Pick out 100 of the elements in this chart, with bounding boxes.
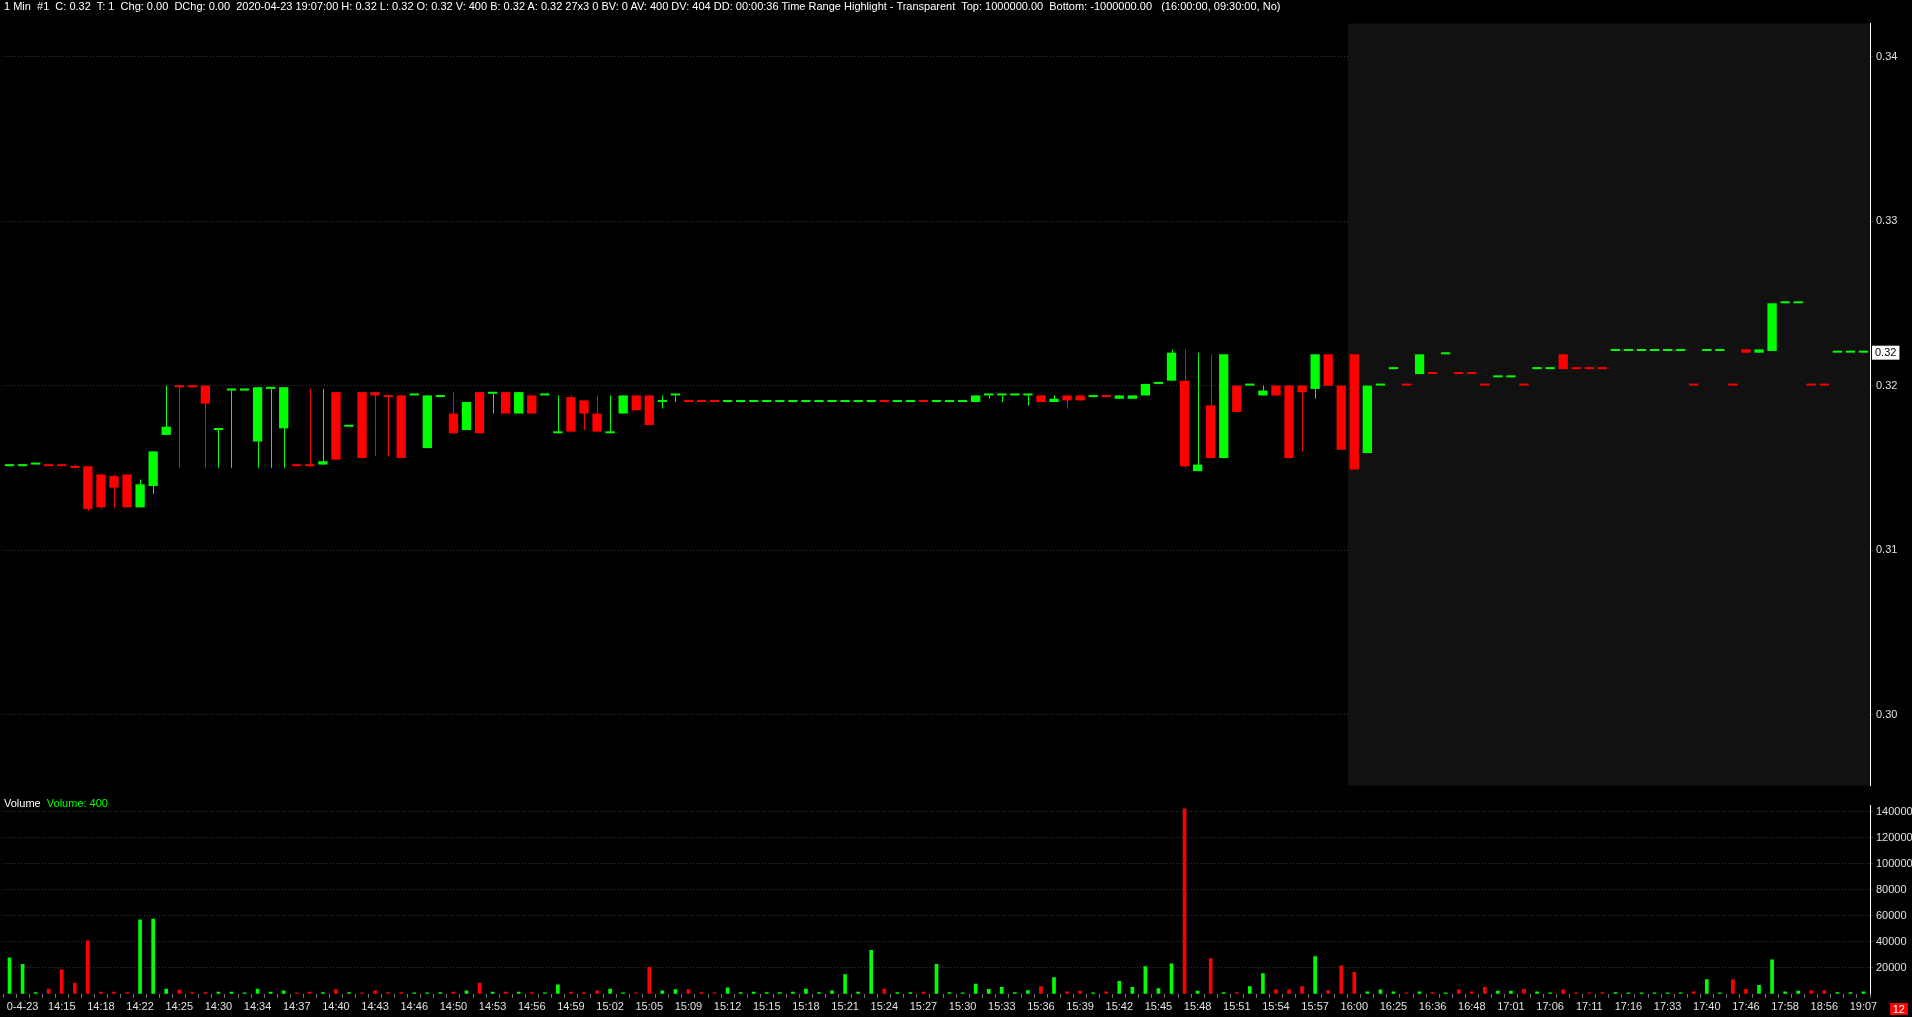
x-tick-label: 14:59	[557, 1000, 585, 1013]
bar	[1822, 990, 1827, 994]
x-tick-label: 14:40	[322, 1000, 350, 1013]
x-tick-label: 15:30	[948, 1000, 977, 1013]
y-tick-label: 80000	[1876, 882, 1907, 895]
bar	[373, 990, 377, 994]
candlestick	[370, 391, 380, 457]
bar	[1313, 956, 1317, 994]
x-tick-label: 15:33	[988, 1000, 1016, 1013]
candlestick	[135, 478, 145, 508]
bar	[1352, 971, 1357, 994]
candlestick	[527, 394, 537, 415]
candlestick	[592, 394, 602, 433]
x-tick-label: 17:58	[1771, 1000, 1799, 1013]
bar	[830, 990, 834, 994]
bar	[1052, 977, 1056, 994]
candlestick	[266, 386, 276, 469]
x-tick-label: 14:53	[478, 1000, 507, 1013]
bar	[1208, 958, 1213, 994]
bar	[869, 950, 874, 994]
y-tick-label: 0.34	[1876, 49, 1898, 62]
x-tick-label: 17:11	[1575, 1000, 1603, 1013]
candlestick	[1023, 393, 1033, 406]
candlestick	[984, 393, 994, 400]
candlestick	[226, 388, 237, 469]
candlestick	[579, 399, 589, 431]
x-tick-label: 19:07	[1849, 1000, 1878, 1013]
candlestick	[200, 385, 211, 469]
x-tick-label: 15:51	[1223, 1000, 1251, 1013]
chart-title: 1 Min #1 C: 0.32 T: 1 Chg: 0.00 DChg: 0.00 2020-04-23 19:07:00 H: 0.32 L: 0.32 O: 0.32 V: 400 B: 0.32 A: 0.32 27x3 0 BV: 0 AV: 400 DV: 404 DD: 00:00:36 Time Range Highlight - Transparent Top: 1000000.00 Bottom: -1000000.00 (16:00:00, 09:30:00, No)	[4, 0, 1281, 12]
candlestick	[213, 427, 224, 469]
candlestick	[161, 385, 171, 436]
x-tick-label: 14:37	[282, 1000, 311, 1013]
candlestick	[109, 473, 119, 508]
bar	[138, 919, 142, 994]
bar	[1757, 985, 1761, 994]
bar	[1770, 959, 1774, 994]
candlestick	[318, 388, 328, 466]
x-tick-label: 14:43	[361, 1000, 389, 1013]
y-tick-label: 20000	[1876, 960, 1907, 973]
x-tick-label: 14:50	[439, 1000, 468, 1013]
x-tick-label: 15:48	[1183, 1000, 1212, 1013]
candlestick	[501, 391, 511, 415]
x-tick-label: 16:36	[1418, 1000, 1447, 1013]
x-tick-label: 14:34	[243, 1000, 272, 1013]
candlestick	[174, 385, 184, 469]
bar	[1809, 990, 1814, 994]
bar	[1704, 979, 1709, 994]
bar	[595, 990, 599, 994]
bar	[86, 940, 90, 994]
bar	[1339, 965, 1344, 994]
y-tick-label: 0.30	[1876, 707, 1898, 720]
bar	[843, 974, 847, 994]
x-tick-label: 15:42	[1105, 1000, 1134, 1013]
x-tick-label: 16:48	[1458, 1000, 1486, 1013]
x-tick-label: 18:56	[1810, 1000, 1839, 1013]
bar	[1326, 990, 1331, 994]
bar	[999, 986, 1004, 994]
x-tick-label: 17:46	[1732, 1000, 1760, 1013]
y-tick-label: 0.32	[1876, 378, 1898, 391]
bar	[1731, 979, 1735, 994]
candlestick	[1297, 385, 1307, 452]
x-tick-label: 15:39	[1066, 1000, 1094, 1013]
x-tick-label: 17:40	[1693, 1000, 1721, 1013]
y-tick-label: 0.31	[1876, 543, 1898, 556]
bar	[556, 984, 560, 994]
candlestick	[448, 391, 459, 434]
y-tick-label: 40000	[1876, 934, 1907, 947]
candlestick	[605, 394, 615, 434]
x-tick-label: 15:54	[1262, 1000, 1290, 1013]
bar	[1248, 986, 1252, 994]
bar	[1483, 986, 1487, 994]
x-tick-label: 17:01	[1497, 1000, 1525, 1013]
bar	[1117, 981, 1122, 994]
bar	[59, 969, 64, 994]
bar	[72, 982, 77, 994]
bar	[334, 989, 338, 994]
x-tick-label: 15:05	[635, 1000, 664, 1013]
bar	[1039, 986, 1043, 994]
x-tick-label: 16:25	[1379, 1000, 1408, 1013]
annotation: Volume: 400	[45, 797, 108, 809]
x-tick-label: 15:21	[831, 1000, 859, 1013]
y-tick-label: 60000	[1876, 908, 1907, 921]
candlestick	[997, 393, 1007, 403]
y-tick-label: 120000	[1876, 830, 1912, 843]
x-tick-label: 15:15	[753, 1000, 781, 1013]
x-tick-label: 14:18	[87, 1000, 115, 1013]
candlestick	[305, 388, 315, 467]
candlestick	[657, 394, 667, 410]
bar	[281, 990, 286, 994]
bar	[647, 967, 652, 994]
y-tick-label: 100000	[1876, 856, 1912, 869]
bar	[660, 990, 665, 994]
x-tick-label: 14:15	[47, 1000, 76, 1013]
x-tick-label: 17:06	[1536, 1000, 1564, 1013]
x-tick-label: 17:16	[1614, 1000, 1643, 1013]
bar	[1026, 990, 1030, 994]
x-tick-label: 16:00	[1340, 1000, 1369, 1013]
x-tick-label: 14:56	[518, 1000, 546, 1013]
chart-title: Volume	[4, 797, 41, 809]
